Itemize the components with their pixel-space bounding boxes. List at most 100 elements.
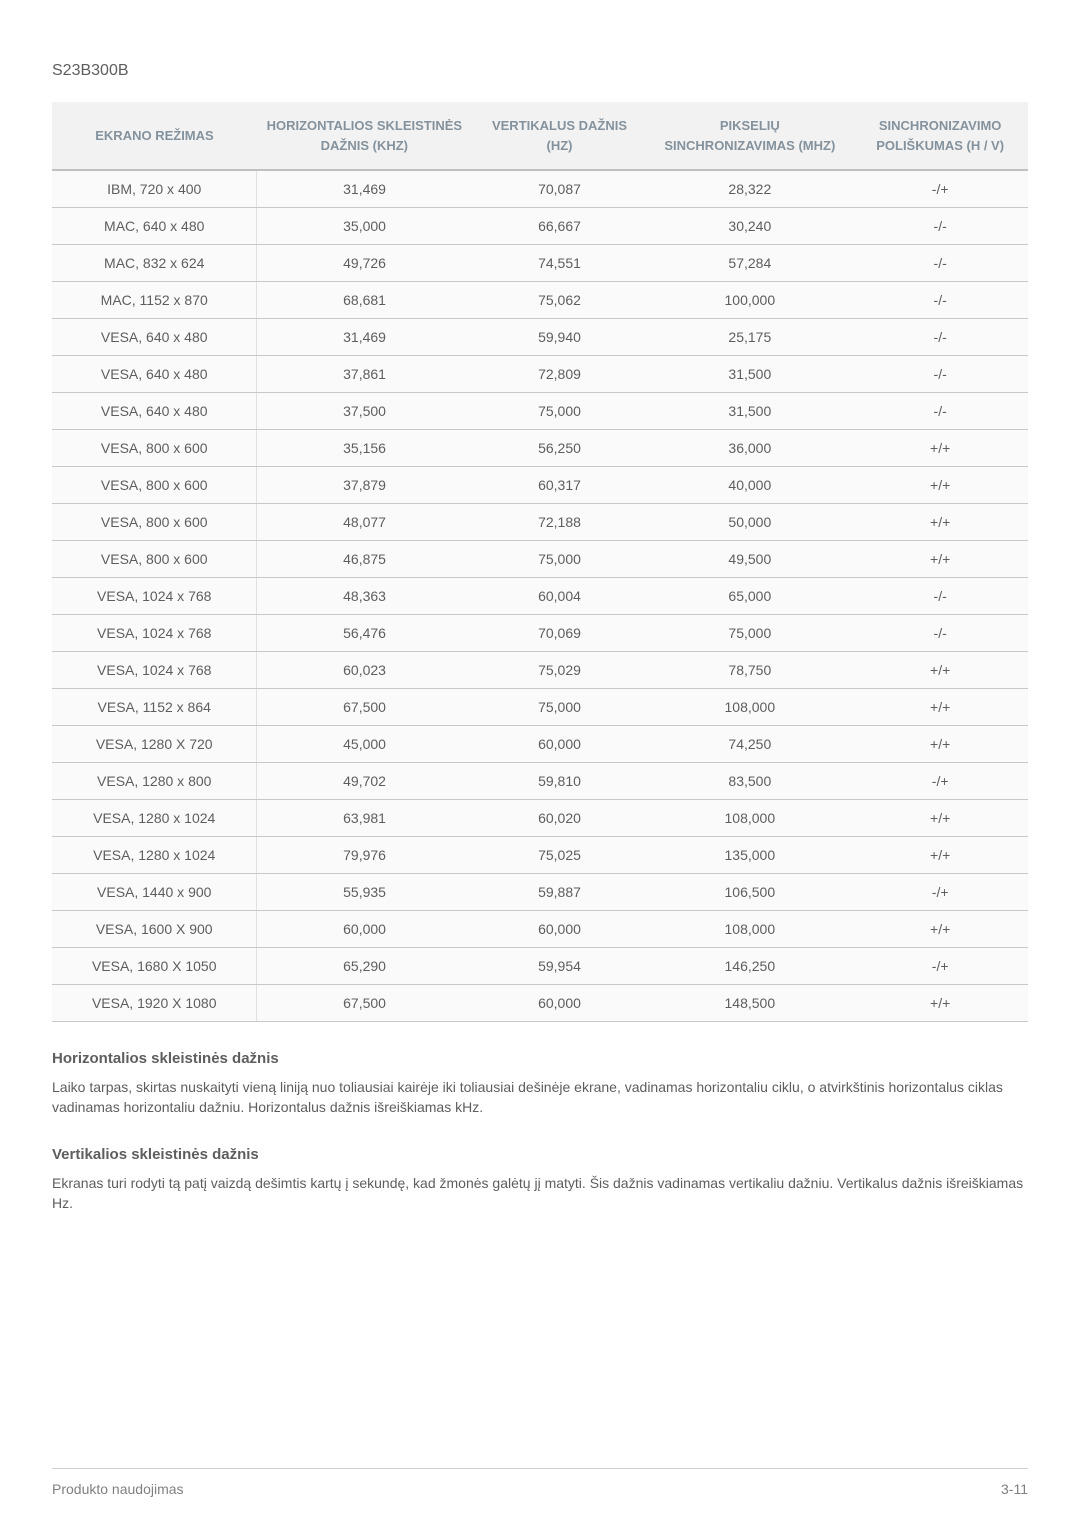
table-cell: 65,290 xyxy=(257,948,472,985)
table-cell: -/- xyxy=(852,319,1028,356)
table-cell: 67,500 xyxy=(257,985,472,1022)
table-cell: +/+ xyxy=(852,541,1028,578)
table-cell: -/+ xyxy=(852,874,1028,911)
table-cell: 65,000 xyxy=(647,578,852,615)
table-cell: VESA, 1024 x 768 xyxy=(52,578,257,615)
table-cell: 35,000 xyxy=(257,208,472,245)
table-cell: -/+ xyxy=(852,763,1028,800)
table-cell: 74,551 xyxy=(472,245,648,282)
table-cell: 106,500 xyxy=(647,874,852,911)
timing-table: EKRANO REŽIMASHORIZONTALIOS SKLEISTINĖS … xyxy=(52,102,1028,1022)
table-cell: 59,887 xyxy=(472,874,648,911)
table-cell: 40,000 xyxy=(647,467,852,504)
table-cell: 108,000 xyxy=(647,911,852,948)
table-cell: 79,976 xyxy=(257,837,472,874)
vertical-freq-title: Vertikalios skleistinės dažnis xyxy=(52,1146,1028,1163)
table-cell: 108,000 xyxy=(647,800,852,837)
table-cell: 35,156 xyxy=(257,430,472,467)
table-cell: VESA, 1280 x 1024 xyxy=(52,800,257,837)
table-cell: 135,000 xyxy=(647,837,852,874)
table-cell: 37,879 xyxy=(257,467,472,504)
table-cell: 75,000 xyxy=(472,689,648,726)
table-cell: 31,469 xyxy=(257,170,472,208)
table-cell: 59,810 xyxy=(472,763,648,800)
table-cell: VESA, 1680 X 1050 xyxy=(52,948,257,985)
table-cell: 60,000 xyxy=(472,911,648,948)
table-cell: 49,726 xyxy=(257,245,472,282)
table-cell: VESA, 800 x 600 xyxy=(52,504,257,541)
table-cell: VESA, 800 x 600 xyxy=(52,541,257,578)
table-cell: +/+ xyxy=(852,430,1028,467)
table-cell: -/- xyxy=(852,245,1028,282)
table-cell: 48,363 xyxy=(257,578,472,615)
table-row: VESA, 1280 x 102463,98160,020108,000+/+ xyxy=(52,800,1028,837)
table-row: IBM, 720 x 40031,46970,08728,322-/+ xyxy=(52,170,1028,208)
table-cell: -/- xyxy=(852,393,1028,430)
table-cell: -/- xyxy=(852,578,1028,615)
table-row: MAC, 640 x 48035,00066,66730,240-/- xyxy=(52,208,1028,245)
table-cell: 70,087 xyxy=(472,170,648,208)
table-cell: 30,240 xyxy=(647,208,852,245)
table-cell: 37,861 xyxy=(257,356,472,393)
table-row: VESA, 1280 X 72045,00060,00074,250+/+ xyxy=(52,726,1028,763)
table-cell: 67,500 xyxy=(257,689,472,726)
table-row: MAC, 1152 x 87068,68175,062100,000-/- xyxy=(52,282,1028,319)
table-cell: MAC, 1152 x 870 xyxy=(52,282,257,319)
table-cell: 56,250 xyxy=(472,430,648,467)
table-cell: 57,284 xyxy=(647,245,852,282)
table-cell: 148,500 xyxy=(647,985,852,1022)
table-cell: 28,322 xyxy=(647,170,852,208)
table-cell: 74,250 xyxy=(647,726,852,763)
table-cell: 46,875 xyxy=(257,541,472,578)
table-cell: MAC, 640 x 480 xyxy=(52,208,257,245)
page-footer: Produkto naudojimas 3-11 xyxy=(52,1468,1028,1497)
table-header-cell: PIKSELIŲ SINCHRONIZAVIMAS (MHZ) xyxy=(647,102,852,170)
table-cell: 75,025 xyxy=(472,837,648,874)
table-cell: 49,702 xyxy=(257,763,472,800)
table-cell: 75,000 xyxy=(647,615,852,652)
table-cell: VESA, 800 x 600 xyxy=(52,467,257,504)
table-header-cell: VERTIKALUS DAŽNIS (HZ) xyxy=(472,102,648,170)
table-row: VESA, 640 x 48037,86172,80931,500-/- xyxy=(52,356,1028,393)
table-cell: 31,500 xyxy=(647,393,852,430)
table-cell: 59,954 xyxy=(472,948,648,985)
table-cell: 37,500 xyxy=(257,393,472,430)
table-body: IBM, 720 x 40031,46970,08728,322-/+MAC, … xyxy=(52,170,1028,1022)
table-row: VESA, 640 x 48037,50075,00031,500-/- xyxy=(52,393,1028,430)
table-row: VESA, 1600 X 90060,00060,000108,000+/+ xyxy=(52,911,1028,948)
table-cell: 31,469 xyxy=(257,319,472,356)
table-cell: 75,000 xyxy=(472,541,648,578)
table-row: VESA, 1152 x 86467,50075,000108,000+/+ xyxy=(52,689,1028,726)
table-row: VESA, 1280 x 102479,97675,025135,000+/+ xyxy=(52,837,1028,874)
table-cell: IBM, 720 x 400 xyxy=(52,170,257,208)
table-cell: VESA, 640 x 480 xyxy=(52,319,257,356)
table-cell: VESA, 1920 X 1080 xyxy=(52,985,257,1022)
table-cell: VESA, 1024 x 768 xyxy=(52,652,257,689)
table-cell: 72,188 xyxy=(472,504,648,541)
table-cell: 83,500 xyxy=(647,763,852,800)
table-cell: 78,750 xyxy=(647,652,852,689)
table-cell: 55,935 xyxy=(257,874,472,911)
footer-left: Produkto naudojimas xyxy=(52,1481,184,1497)
table-cell: VESA, 1280 x 800 xyxy=(52,763,257,800)
table-cell: 63,981 xyxy=(257,800,472,837)
table-cell: VESA, 640 x 480 xyxy=(52,356,257,393)
table-row: VESA, 1024 x 76848,36360,00465,000-/- xyxy=(52,578,1028,615)
table-cell: VESA, 1440 x 900 xyxy=(52,874,257,911)
table-cell: 108,000 xyxy=(647,689,852,726)
table-cell: -/+ xyxy=(852,948,1028,985)
table-cell: VESA, 1600 X 900 xyxy=(52,911,257,948)
table-cell: 68,681 xyxy=(257,282,472,319)
horizontal-freq-body: Laiko tarpas, skirtas nuskaityti vieną l… xyxy=(52,1077,1028,1118)
footer-right: 3-11 xyxy=(1001,1481,1028,1497)
table-cell: 75,000 xyxy=(472,393,648,430)
vertical-freq-body: Ekranas turi rodyti tą patį vaizdą dešim… xyxy=(52,1173,1028,1214)
table-cell: -/- xyxy=(852,615,1028,652)
table-cell: 100,000 xyxy=(647,282,852,319)
table-cell: 36,000 xyxy=(647,430,852,467)
table-cell: VESA, 1280 x 1024 xyxy=(52,837,257,874)
table-row: VESA, 800 x 60046,87575,00049,500+/+ xyxy=(52,541,1028,578)
table-cell: +/+ xyxy=(852,726,1028,763)
table-cell: VESA, 640 x 480 xyxy=(52,393,257,430)
table-cell: 60,000 xyxy=(472,726,648,763)
